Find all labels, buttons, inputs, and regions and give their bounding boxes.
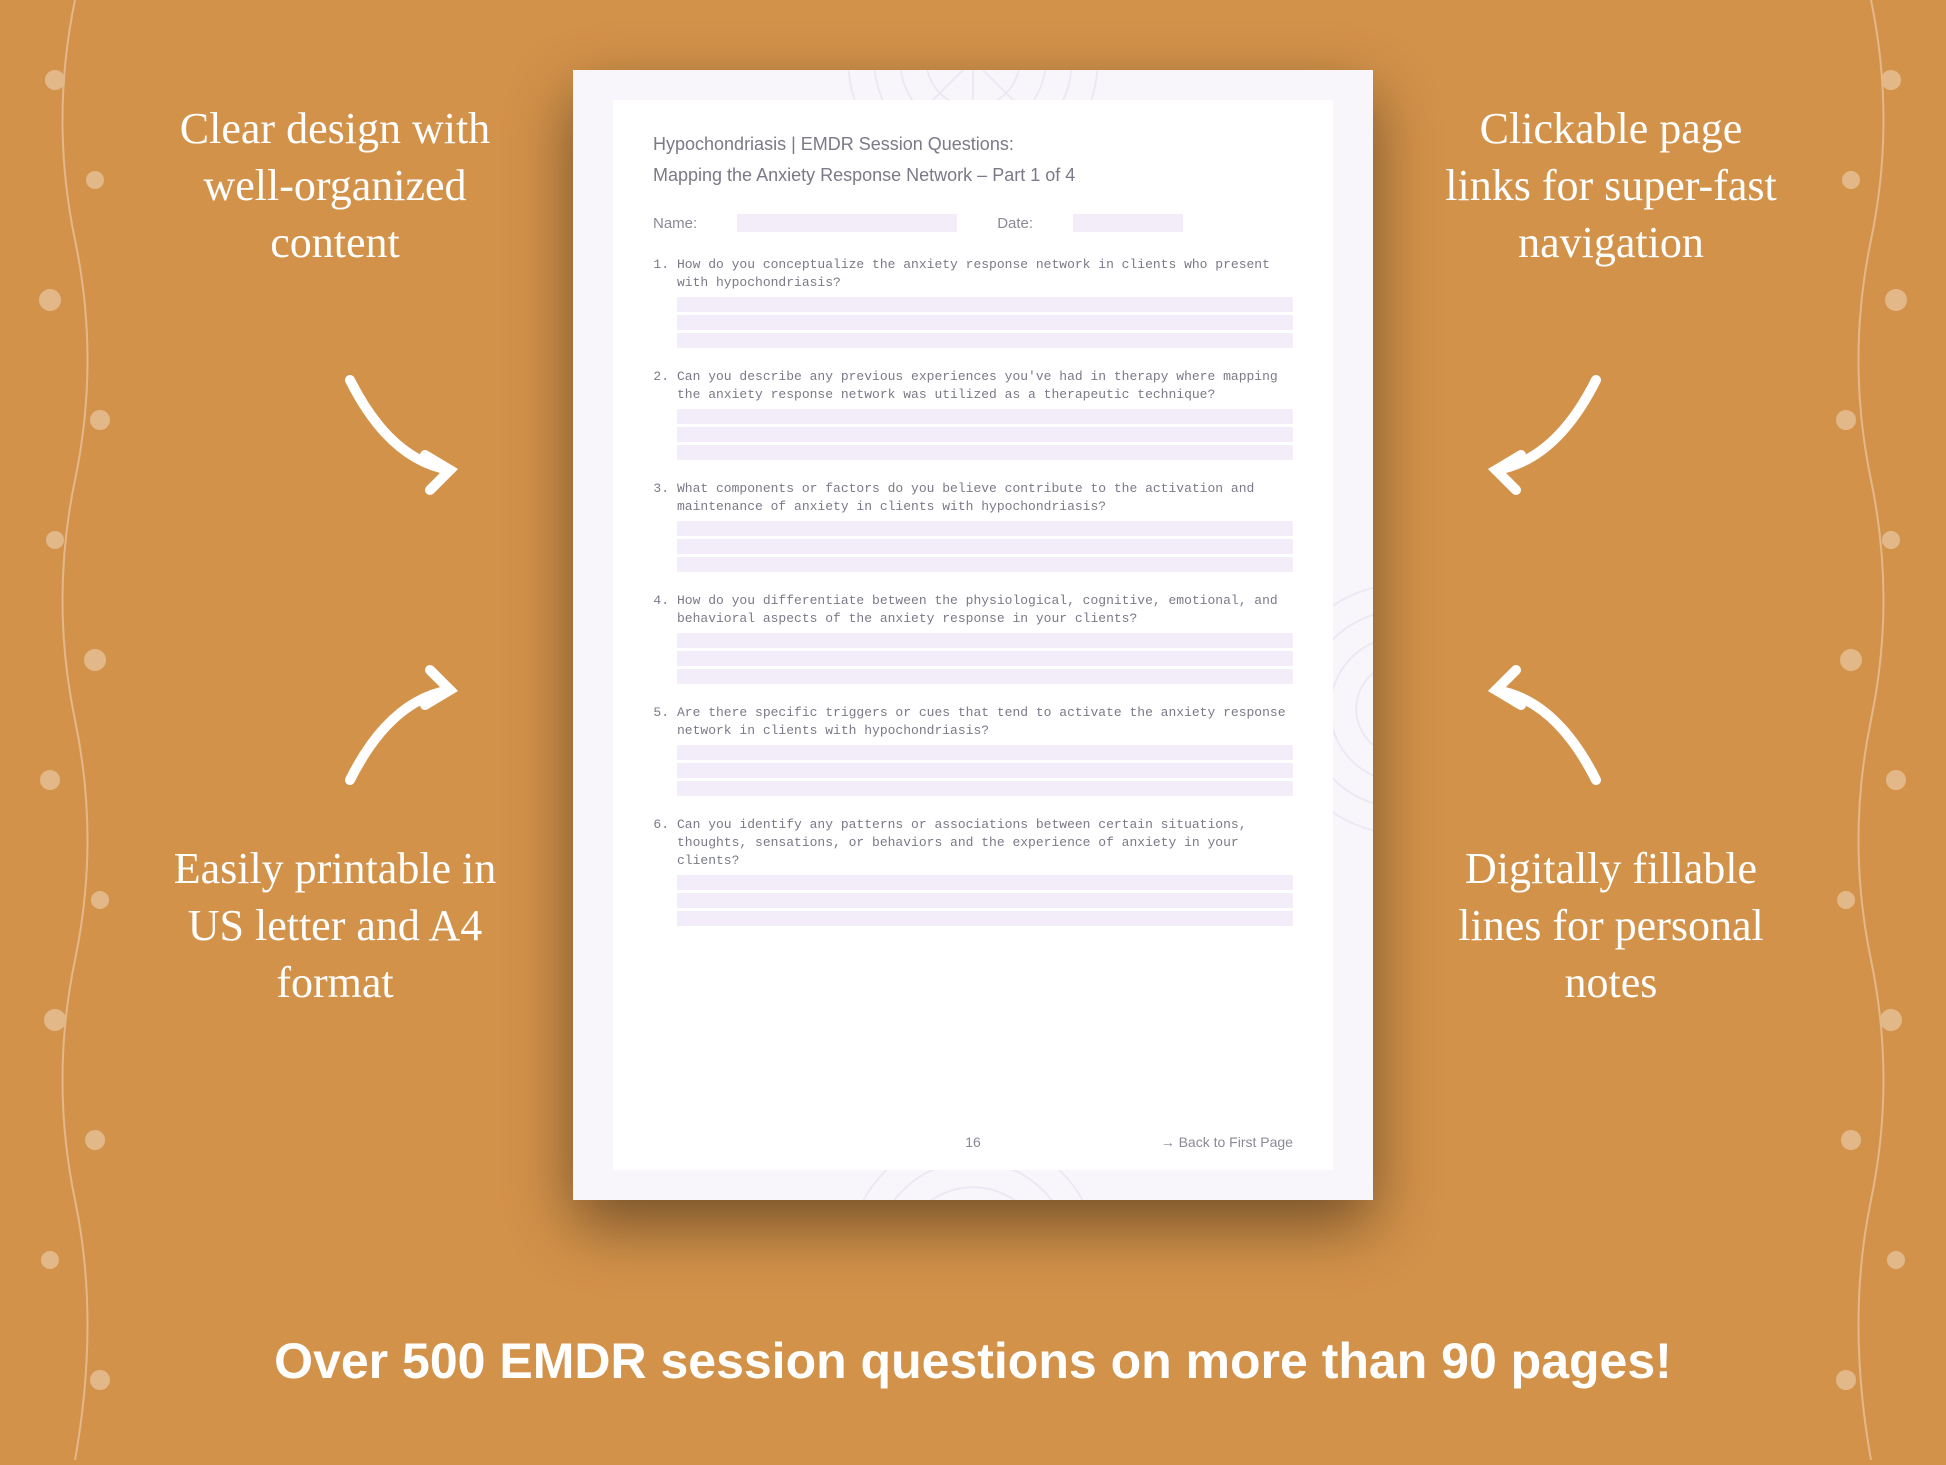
meta-row: Name: Date:: [653, 214, 1293, 232]
question-text: Are there specific triggers or cues that…: [677, 704, 1293, 739]
question-number: 5.: [653, 704, 669, 739]
fillable-line[interactable]: [677, 875, 1293, 890]
document-subtitle: Mapping the Anxiety Response Network – P…: [653, 165, 1293, 186]
fillable-line[interactable]: [677, 745, 1293, 760]
fillable-line[interactable]: [677, 315, 1293, 330]
fillable-line[interactable]: [677, 333, 1293, 348]
page-number: 16: [866, 1134, 1079, 1150]
arrow-icon: [1476, 360, 1616, 500]
question-number: 6.: [653, 816, 669, 869]
question-text: Can you identify any patterns or associa…: [677, 816, 1293, 869]
question-item: 1.How do you conceptualize the anxiety r…: [653, 256, 1293, 348]
callout-top-right: Clickable page links for super-fast navi…: [1436, 100, 1786, 272]
name-field[interactable]: [737, 214, 957, 232]
back-to-first-link[interactable]: → Back to First Page: [1080, 1134, 1293, 1150]
fillable-line[interactable]: [677, 297, 1293, 312]
fillable-line[interactable]: [677, 633, 1293, 648]
arrow-icon: [330, 360, 470, 500]
decorative-vine-left: [0, 0, 150, 1460]
question-number: 4.: [653, 592, 669, 627]
question-text: How do you conceptualize the anxiety res…: [677, 256, 1293, 291]
question-item: 4.How do you differentiate between the p…: [653, 592, 1293, 684]
arrow-icon: [1476, 660, 1616, 800]
fillable-line[interactable]: [677, 893, 1293, 908]
answer-lines[interactable]: [677, 745, 1293, 796]
decorative-vine-right: [1796, 0, 1946, 1460]
fillable-line[interactable]: [677, 651, 1293, 666]
question-item: 6.Can you identify any patterns or assoc…: [653, 816, 1293, 926]
page-inner: Hypochondriasis | EMDR Session Questions…: [613, 100, 1333, 1170]
date-field[interactable]: [1073, 214, 1183, 232]
fillable-line[interactable]: [677, 539, 1293, 554]
answer-lines[interactable]: [677, 633, 1293, 684]
question-item: 5.Are there specific triggers or cues th…: [653, 704, 1293, 796]
document-page: Hypochondriasis | EMDR Session Questions…: [573, 70, 1373, 1200]
questions-list: 1.How do you conceptualize the anxiety r…: [653, 256, 1293, 1124]
question-number: 3.: [653, 480, 669, 515]
question-text: Can you describe any previous experience…: [677, 368, 1293, 403]
callout-top-left: Clear design with well-organized content: [160, 100, 510, 272]
callout-bottom-right: Digitally fillable lines for personal no…: [1436, 840, 1786, 1012]
fillable-line[interactable]: [677, 557, 1293, 572]
fillable-line[interactable]: [677, 911, 1293, 926]
question-item: 3.What components or factors do you beli…: [653, 480, 1293, 572]
fillable-line[interactable]: [677, 669, 1293, 684]
fillable-line[interactable]: [677, 763, 1293, 778]
fillable-line[interactable]: [677, 445, 1293, 460]
question-text: How do you differentiate between the phy…: [677, 592, 1293, 627]
fillable-line[interactable]: [677, 781, 1293, 796]
answer-lines[interactable]: [677, 297, 1293, 348]
bottom-banner: Over 500 EMDR session questions on more …: [0, 1332, 1946, 1390]
date-label: Date:: [997, 215, 1033, 232]
answer-lines[interactable]: [677, 521, 1293, 572]
page-footer: 16 → Back to First Page: [653, 1124, 1293, 1150]
document-title: Hypochondriasis | EMDR Session Questions…: [653, 134, 1293, 155]
fillable-line[interactable]: [677, 409, 1293, 424]
question-number: 1.: [653, 256, 669, 291]
answer-lines[interactable]: [677, 875, 1293, 926]
fillable-line[interactable]: [677, 427, 1293, 442]
answer-lines[interactable]: [677, 409, 1293, 460]
fillable-line[interactable]: [677, 521, 1293, 536]
question-item: 2.Can you describe any previous experien…: [653, 368, 1293, 460]
name-label: Name:: [653, 215, 697, 232]
question-text: What components or factors do you believ…: [677, 480, 1293, 515]
callout-bottom-left: Easily printable in US letter and A4 for…: [160, 840, 510, 1012]
arrow-icon: [330, 660, 470, 800]
question-number: 2.: [653, 368, 669, 403]
